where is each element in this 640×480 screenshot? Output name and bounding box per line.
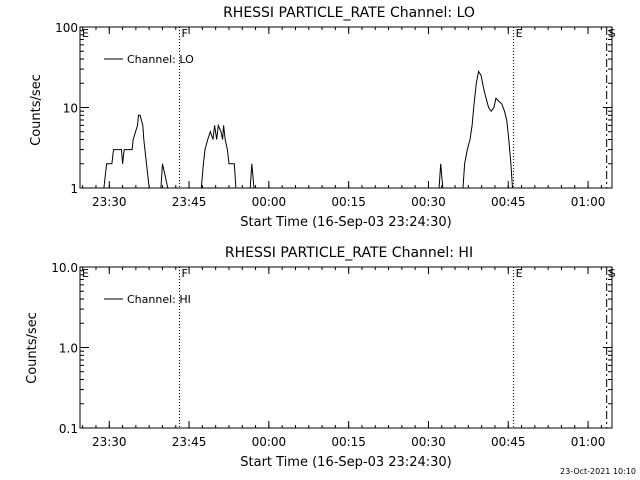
y-axis-label: Counts/sec [29,74,44,146]
chart-title: RHESSI PARTICLE_RATE Channel: HI [225,245,473,261]
x-tick-label: 00:45 [491,435,526,449]
legend-label: Channel: LO [127,53,194,66]
y-axis-label: Counts/sec [25,312,40,384]
x-tick-label: 00:00 [252,435,287,449]
series-line [103,114,150,189]
plot-frame [79,26,613,189]
x-tick-label: 00:30 [411,435,446,449]
series-line [462,70,513,189]
series-line [249,163,255,189]
marker-label: E [516,267,523,280]
y-tick-label: 1 [70,182,78,196]
x-tick-label: 00:15 [331,195,366,209]
x-tick-label: 23:30 [92,195,127,209]
series-line [438,163,444,189]
x-tick-label: 00:45 [491,195,526,209]
x-tick-label: 00:15 [331,435,366,449]
x-tick-label: 01:00 [571,195,606,209]
series-line [160,163,169,189]
legend-label: Channel: HI [127,293,191,306]
x-tick-label: 01:00 [571,435,606,449]
panel-hi: RHESSI PARTICLE_RATE Channel: HI Start T… [25,245,616,470]
y-tick-label: 10 [63,102,78,116]
chart-title: RHESSI PARTICLE_RATE Channel: LO [223,5,475,21]
plot-area: 23:30 23:45 00:00 00:15 00:30 00:45 01:00 0.1 1.… [51,261,615,449]
y-tick-label: 100 [55,21,78,35]
x-tick-label: 00:30 [411,195,446,209]
y-tick-label: 10.0 [51,261,78,275]
panel-lo: RHESSI PARTICLE_RATE Channel: LO Start T… [29,5,616,230]
marker-label: E [516,27,523,40]
y-tick-label: 0.1 [59,422,78,436]
legend: Channel: LO [104,53,194,66]
marker-label: F [181,27,187,40]
x-tick-label: 23:30 [92,435,127,449]
x-axis-label: Start Time (16-Sep-03 23:24:30) [240,455,451,470]
y-tick-label: 1.0 [59,342,78,356]
x-tick-label: 00:00 [252,195,287,209]
series-line [200,123,237,189]
marker-label: F [181,267,187,280]
marker-label: E [82,27,89,40]
plot-frame [79,266,613,429]
plot-area: 23:30 23:45 00:00 00:15 00:30 00:45 01:00 1 10 10… [55,21,616,209]
x-tick-label: 23:45 [172,195,207,209]
x-tick-label: 23:45 [172,435,207,449]
marker-label: E [82,267,89,280]
footer-timestamp: 23-Oct-2021 10:10 [560,467,636,476]
marker-label: S [609,267,616,280]
marker-label: S [609,27,616,40]
x-axis-label: Start Time (16-Sep-03 23:24:30) [240,215,451,230]
legend: Channel: HI [104,293,191,306]
